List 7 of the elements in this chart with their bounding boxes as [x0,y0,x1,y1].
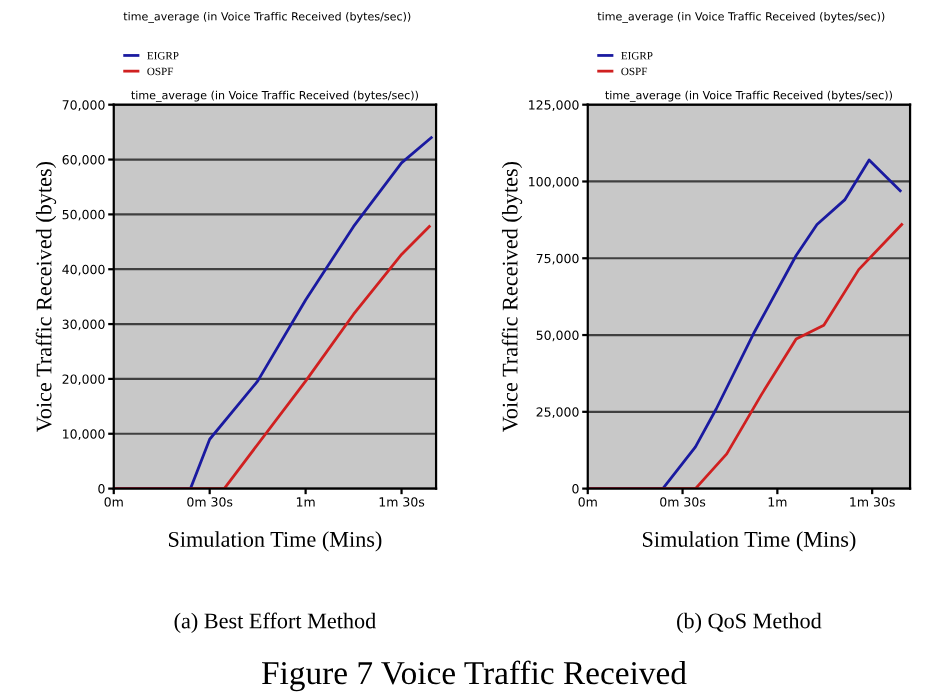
caption: Figure 7 Voice Traffic Received [261,660,687,692]
text: (b) QoS Method [677,612,822,633]
x-axis-title: Simulation Time (Mins) [642,531,856,552]
x-axis-title: Simulation Time (Mins) [168,531,382,552]
text: (a) Best Effort Method [174,612,376,633]
y-axis-title: Voice Traffic Received (bytes) [501,161,523,433]
y-axis-title: Voice Traffic Received (bytes) [35,161,57,433]
